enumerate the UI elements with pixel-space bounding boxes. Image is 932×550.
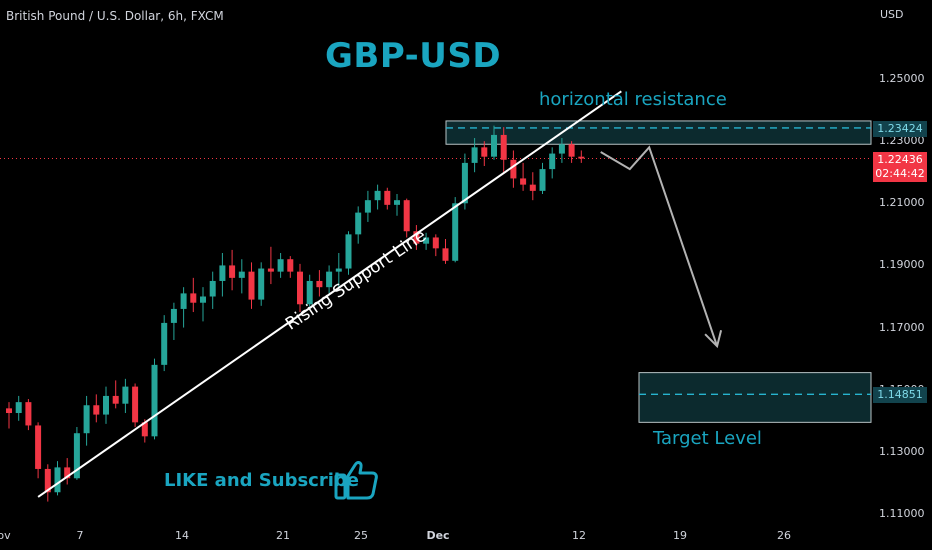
candle-body xyxy=(578,156,585,159)
price-tick: 1.23000 xyxy=(879,134,925,148)
candle-body xyxy=(442,248,449,261)
projection-arrowhead xyxy=(704,329,723,349)
candle-body xyxy=(481,147,488,157)
candle-body xyxy=(345,234,352,269)
like-subscribe-text: LIKE and Subscribe xyxy=(164,470,359,491)
candle-body xyxy=(161,322,168,365)
candle-body xyxy=(267,268,274,272)
time-tick: 7 xyxy=(76,529,84,542)
candle-body xyxy=(374,190,381,201)
candle-body xyxy=(122,386,129,404)
candle-body xyxy=(335,268,342,272)
candle-body xyxy=(200,296,206,303)
projection-path xyxy=(600,145,719,347)
candle-body xyxy=(403,200,410,232)
time-tick: 25 xyxy=(354,529,368,542)
chart-title: GBP-USD xyxy=(325,36,502,76)
candle-body xyxy=(432,237,439,249)
resistance-label: horizontal resistance xyxy=(539,89,727,110)
candle-body xyxy=(520,178,527,185)
candle-body xyxy=(132,386,139,423)
target-zone xyxy=(638,372,872,423)
bar-countdown: 02:44:42 xyxy=(875,167,925,180)
time-tick: Dec xyxy=(426,529,450,542)
candle-body xyxy=(170,308,177,323)
candle-body xyxy=(510,159,517,179)
price-tick: 1.19000 xyxy=(879,258,925,272)
candle-body xyxy=(306,280,313,305)
candle-body xyxy=(539,169,546,191)
price-tick: 1.17000 xyxy=(879,320,925,334)
candle-body xyxy=(287,259,294,272)
price-tick: 1.13000 xyxy=(879,444,925,458)
candle-body xyxy=(297,271,303,305)
candle-body xyxy=(15,402,22,414)
candle-body xyxy=(248,271,255,300)
candle-body xyxy=(471,147,478,163)
candle-body xyxy=(209,280,216,297)
rising-support-line xyxy=(37,90,622,498)
candle-body xyxy=(423,237,430,244)
resistance-zone xyxy=(445,120,872,145)
time-tick: ov xyxy=(0,529,11,542)
time-tick: 21 xyxy=(276,529,290,542)
current-price-value: 1.22436 xyxy=(877,153,923,166)
symbol-header: British Pound / U.S. Dollar, 6h, FXCM xyxy=(6,9,224,23)
time-tick: 14 xyxy=(175,529,189,542)
candle-body xyxy=(238,271,245,278)
candle-body xyxy=(219,265,226,281)
candle-body xyxy=(229,265,236,278)
candle-body xyxy=(500,134,507,160)
candle-body xyxy=(35,425,42,469)
candle-body xyxy=(93,405,100,415)
candle-body xyxy=(64,467,71,479)
price-tick: 1.21000 xyxy=(879,196,925,210)
candle-body xyxy=(103,395,109,415)
time-tick: 12 xyxy=(572,529,586,542)
candle-body xyxy=(83,405,90,434)
candle-body xyxy=(180,293,187,309)
candle-body xyxy=(277,259,284,272)
candle-body xyxy=(112,395,119,404)
candle-body xyxy=(461,162,468,204)
candle-body xyxy=(364,200,371,213)
candle-body xyxy=(452,203,459,261)
candle-body xyxy=(316,280,323,288)
time-tick: 26 xyxy=(777,529,791,542)
current-price-tag: 1.22436 02:44:42 xyxy=(873,152,927,182)
time-tick: 19 xyxy=(673,529,687,542)
candle-body xyxy=(258,268,265,300)
candle-body xyxy=(25,402,32,426)
price-tick: 1.25000 xyxy=(879,72,925,85)
price-tick: 1.11000 xyxy=(879,507,925,520)
candle-body xyxy=(394,200,400,205)
candle-body xyxy=(151,364,158,437)
candle-body xyxy=(326,271,333,288)
candle-body xyxy=(384,190,391,205)
candle-body xyxy=(413,231,420,244)
candle-body xyxy=(54,467,61,493)
candle-body xyxy=(141,422,148,437)
price-unit: USD xyxy=(880,8,904,21)
candle-body xyxy=(6,408,12,414)
candle-body xyxy=(549,153,556,170)
candle-body xyxy=(529,184,536,191)
candle-body xyxy=(491,134,497,157)
target-level-label: Target Level xyxy=(653,428,762,449)
candle-body xyxy=(568,144,575,157)
candle-body xyxy=(355,212,362,235)
candle-body xyxy=(558,144,565,154)
candle-body xyxy=(73,433,80,479)
target-price-tag: 1.14851 xyxy=(873,387,927,403)
resistance-price-tag: 1.23424 xyxy=(873,121,927,137)
thumbs-up-icon xyxy=(334,461,378,500)
candle-body xyxy=(44,468,51,493)
candle-body xyxy=(190,293,197,303)
